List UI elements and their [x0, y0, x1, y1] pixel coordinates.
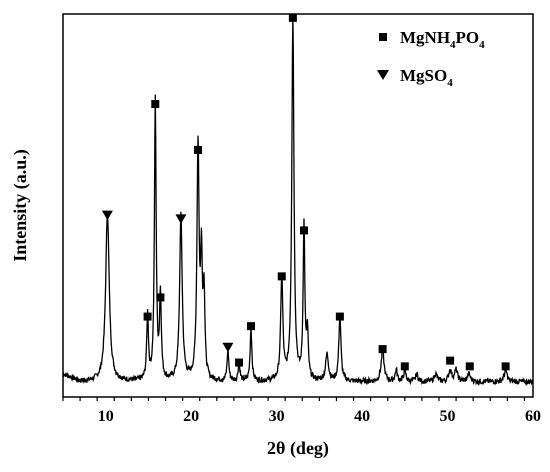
legend-marker-square — [379, 33, 387, 41]
plot-frame — [62, 13, 534, 398]
markers-layer — [101, 13, 510, 371]
mgnh4po4-peak-marker — [299, 226, 308, 235]
x-tick-label: 20 — [183, 408, 199, 425]
x-axis-title: 2θ (deg) — [267, 438, 329, 459]
x-tick-label: 60 — [525, 408, 541, 425]
x-tick-label: 10 — [98, 408, 114, 425]
mgso4-peak-marker — [101, 210, 113, 221]
mgnh4po4-peak-marker — [446, 356, 455, 365]
mgnh4po4-peak-marker — [335, 312, 344, 321]
mgnh4po4-peak-marker — [151, 100, 160, 109]
legend-marker-triangle — [377, 70, 389, 80]
mgnh4po4-peak-marker — [156, 293, 165, 302]
mgnh4po4-peak-marker — [501, 362, 510, 371]
mgso4-peak-marker — [222, 342, 234, 353]
x-tick-label: 30 — [269, 408, 285, 425]
mgnh4po4-peak-marker — [235, 358, 244, 367]
legend-label-mgso4: MgSO4 — [400, 66, 453, 89]
plot-layer — [62, 15, 534, 387]
y-axis-title: Intensity (a.u.) — [10, 149, 31, 262]
xrd-series-line — [62, 15, 534, 387]
x-tick-label: 50 — [440, 408, 456, 425]
mgnh4po4-peak-marker — [378, 345, 387, 354]
ticks-layer: 10 20 30 40 50 60 — [62, 397, 541, 425]
mgnh4po4-peak-marker — [277, 272, 286, 281]
mgnh4po4-peak-marker — [288, 13, 297, 22]
mgso4-peak-marker — [175, 214, 187, 224]
mgnh4po4-peak-marker — [143, 312, 152, 321]
x-tick-label: 40 — [354, 408, 370, 425]
mgnh4po4-peak-marker — [400, 362, 409, 371]
mgnh4po4-peak-marker — [194, 145, 203, 154]
mgnh4po4-peak-marker — [247, 322, 255, 331]
mgnh4po4-peak-marker — [465, 362, 474, 371]
legend-label-mgnh4po4: MgNH4PO4 — [400, 28, 485, 51]
legend: MgNH4PO4 MgSO4 — [377, 28, 485, 89]
